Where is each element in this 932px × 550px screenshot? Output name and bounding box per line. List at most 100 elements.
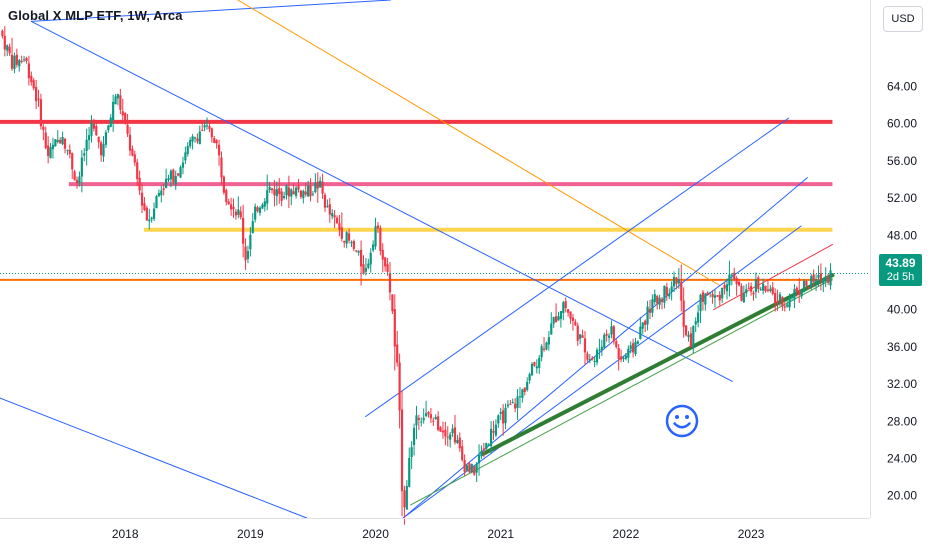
candle [37, 89, 40, 107]
candle [586, 351, 589, 363]
candle [128, 126, 132, 156]
candle [124, 112, 127, 125]
candle [576, 322, 579, 346]
candle [234, 208, 238, 220]
candle [314, 173, 317, 194]
candle [35, 79, 38, 109]
candle [294, 185, 298, 199]
candle [148, 208, 151, 230]
trend-line-3[interactable] [237, 0, 721, 287]
trend-lines [0, 0, 835, 519]
candle [155, 195, 158, 209]
candle [533, 361, 536, 368]
candle [595, 347, 599, 366]
candle [83, 148, 86, 162]
candle [516, 388, 519, 420]
candle [49, 143, 52, 159]
candle [280, 187, 283, 207]
candle [246, 245, 250, 264]
candle [316, 172, 319, 203]
candle [754, 272, 757, 299]
candle [150, 216, 153, 223]
smiley-face-icon[interactable] [665, 404, 699, 438]
candle [321, 173, 324, 199]
candle [444, 421, 447, 446]
candle [263, 198, 266, 212]
currency-button[interactable]: USD [883, 6, 923, 32]
candle [355, 250, 358, 253]
candle [297, 179, 300, 193]
candle [427, 411, 430, 418]
trend-line-5[interactable] [402, 177, 808, 519]
trend-line-0[interactable] [30, 0, 392, 22]
candle [552, 316, 555, 328]
trend-line-7[interactable] [410, 278, 833, 506]
last-price-value: 43.89 [885, 256, 916, 270]
candle [492, 420, 495, 440]
candle [468, 461, 471, 474]
candle [514, 398, 517, 413]
candle [32, 77, 35, 91]
candle [100, 140, 103, 162]
candle [610, 320, 613, 339]
candle [591, 356, 594, 361]
candle [807, 286, 810, 289]
candle [487, 443, 490, 447]
candle [66, 149, 69, 156]
candle [126, 113, 129, 138]
candle [644, 319, 647, 333]
candle [771, 281, 774, 296]
candle [405, 480, 408, 510]
candle [562, 300, 565, 321]
x-tick-label: 2022 [613, 527, 640, 541]
candle [167, 174, 170, 182]
trend-line-1[interactable] [30, 20, 733, 382]
candle [191, 134, 194, 150]
candle [805, 280, 808, 289]
trend-line-4[interactable] [365, 117, 790, 418]
candle [333, 210, 336, 228]
candle [682, 287, 685, 338]
candle [627, 345, 630, 364]
candle [506, 400, 510, 409]
candle [424, 400, 428, 418]
candle [718, 290, 721, 306]
x-tick-label: 2023 [738, 527, 765, 541]
candle [802, 278, 806, 293]
candle [499, 407, 502, 421]
candle [102, 136, 105, 162]
candle [198, 125, 201, 145]
candle [160, 185, 163, 203]
candle [629, 341, 632, 354]
candle [786, 300, 789, 308]
trend-line-6[interactable] [402, 225, 802, 519]
candle [737, 278, 741, 287]
candle [112, 94, 115, 132]
horizontal-levels [0, 119, 833, 281]
candle [307, 180, 310, 197]
trend-line-2[interactable] [0, 397, 308, 519]
candle [386, 257, 389, 276]
candle [632, 338, 635, 358]
candle [237, 196, 240, 219]
candle [227, 198, 230, 205]
candle [140, 183, 144, 214]
candle [521, 388, 524, 403]
y-tick-label: 60.00 [887, 117, 917, 131]
candle [812, 269, 815, 288]
trend-line-9[interactable] [713, 244, 833, 311]
candle [675, 276, 678, 290]
candle [408, 447, 411, 488]
candle [528, 372, 531, 384]
candle [783, 301, 786, 312]
candle [165, 168, 168, 189]
candle [384, 256, 387, 272]
trend-line-8[interactable] [481, 273, 835, 456]
candle [800, 289, 803, 299]
candle [201, 122, 204, 131]
candle [391, 294, 394, 315]
candle [319, 176, 322, 188]
candle [819, 263, 822, 291]
